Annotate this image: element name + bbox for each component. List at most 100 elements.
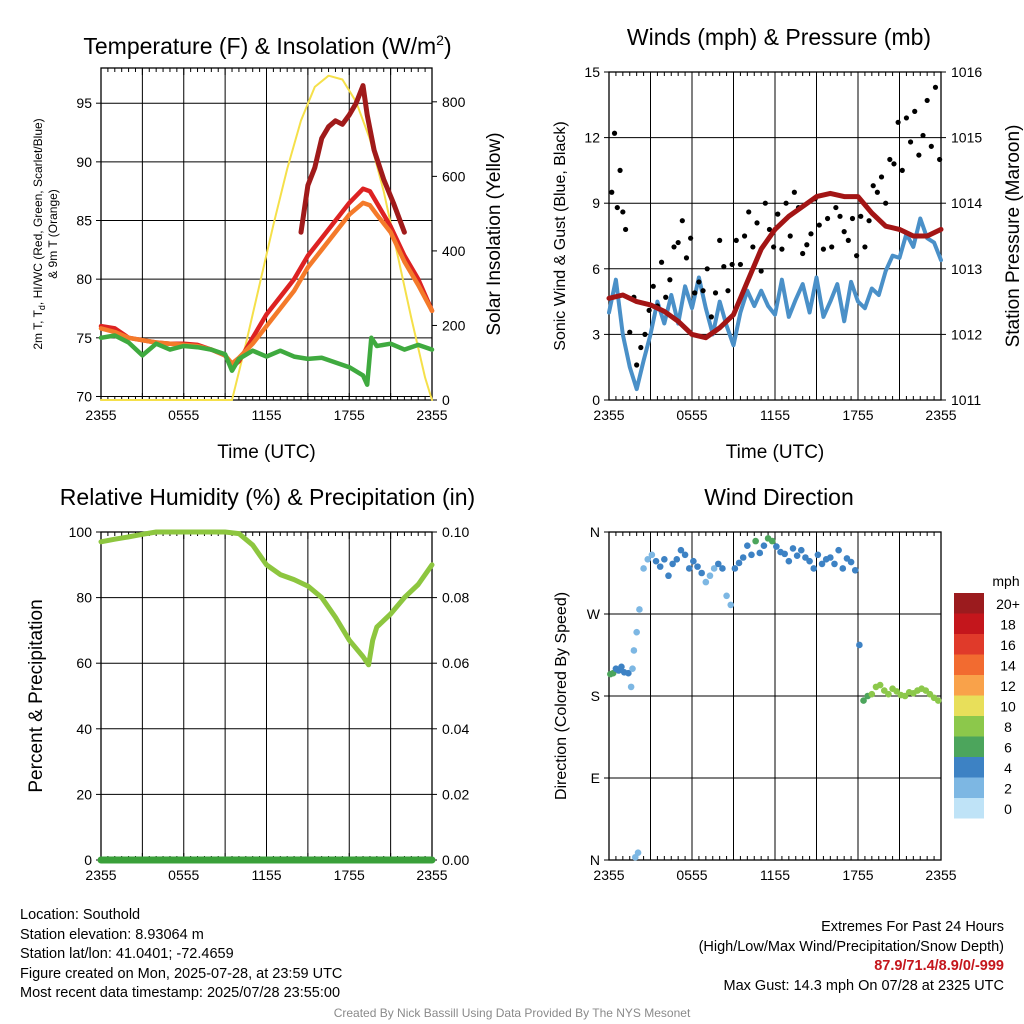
gust-point [617, 167, 623, 173]
x-tick-label: 2355 [416, 867, 447, 883]
gust-point [634, 362, 640, 368]
gust-point [708, 314, 714, 320]
legend-title: mph [992, 573, 1019, 589]
speed-legend [954, 593, 984, 819]
direction-point [640, 565, 647, 572]
gust-point [800, 250, 806, 257]
direction-point [627, 683, 635, 691]
gust-point [912, 108, 918, 114]
x-tick-label: 1155 [760, 867, 790, 883]
x-tick-label: 2355 [593, 407, 624, 423]
gust-point [746, 209, 752, 215]
y2-tick-label: 200 [442, 317, 466, 333]
gust-point [658, 259, 665, 265]
legend-label: 12 [1000, 678, 1016, 694]
legend-swatch [954, 613, 984, 634]
gust-point [883, 200, 889, 206]
y-tick-label: 12 [584, 130, 600, 146]
y-axis-label-humidity: Percent & Precipitation [26, 599, 47, 792]
direction-point [661, 556, 668, 563]
direction-point [785, 557, 793, 565]
gust-point [928, 143, 934, 149]
x-axis-label-temperature: Time (UTC) [217, 442, 316, 463]
y2-tick-label: 0.10 [442, 524, 469, 540]
direction-point [710, 565, 718, 572]
gust-point [833, 204, 839, 211]
gust-point [620, 209, 626, 215]
gust-point [704, 266, 710, 272]
y-tick-label: 85 [76, 213, 92, 229]
gust-point [924, 97, 930, 104]
gust-point [663, 294, 669, 300]
panel-title-temperature: Temperature (F) & Insolation (W/m2) [83, 32, 451, 59]
gust-point [717, 237, 723, 243]
direction-point [739, 554, 747, 561]
x-tick-label: 2355 [925, 867, 956, 883]
plot-frame [608, 71, 942, 401]
y-axis-label-winds: Sonic Wind & Gust (Blue, Black) [552, 121, 569, 350]
direction-point [681, 551, 689, 559]
direction-point [677, 546, 685, 554]
x-tick-label: 0555 [168, 407, 199, 423]
gust-point [887, 156, 893, 163]
direction-point [797, 546, 805, 554]
direction-point [719, 565, 726, 572]
direction-point [652, 557, 660, 565]
direction-point [648, 551, 656, 559]
legend-swatch [954, 736, 984, 757]
direction-point [629, 665, 636, 672]
direction-point [831, 560, 838, 568]
gust-point [891, 161, 897, 167]
x-tick-label: 2355 [593, 867, 624, 883]
credit-text: Created By Nick Bassill Using Data Provi… [333, 1006, 691, 1020]
direction-point [644, 556, 652, 563]
gust-point [862, 244, 868, 250]
direction-point [633, 628, 640, 636]
direction-point [731, 565, 739, 572]
gust-point [841, 229, 847, 235]
direction-point [702, 578, 710, 586]
gust-point [804, 242, 810, 248]
gust-point [750, 244, 756, 250]
y-tick-label: 20 [76, 786, 92, 802]
latlon-text: Station lat/lon: 41.0401; -72.4659 [20, 946, 234, 963]
x-tick-label: 0555 [168, 867, 199, 883]
x-tick-label: 1755 [334, 407, 365, 423]
gust-point [808, 231, 814, 237]
plot-frame [100, 67, 433, 401]
insolation-line [100, 74, 433, 401]
temperature-9m-line [98, 200, 435, 366]
y-tick-label: 0 [84, 852, 92, 868]
direction-point [625, 669, 632, 677]
y2-tick-label: 400 [442, 243, 466, 259]
gust-point [729, 261, 735, 268]
gust-point [845, 237, 851, 243]
x-tick-label: 0555 [676, 867, 707, 883]
y-axis-label-temperature-line2: & 9m T (Orange) [46, 189, 60, 279]
direction-point [690, 557, 697, 565]
x-tick-label: 2355 [925, 407, 956, 423]
y-tick-label: 40 [76, 721, 92, 737]
direction-point [814, 551, 822, 559]
legend-swatch [954, 777, 984, 798]
direction-point [698, 569, 705, 577]
y2-tick-label: 1014 [951, 195, 982, 211]
legend-label: 14 [1000, 658, 1016, 674]
x-tick-label: 1755 [842, 407, 873, 423]
direction-point [781, 550, 788, 558]
gust-point [858, 213, 864, 219]
direction-point [748, 551, 755, 559]
gust-point [611, 130, 618, 136]
y2-tick-label: 0.00 [442, 852, 469, 868]
y2-axis-label-winds: Station Pressure (Maroon) [1003, 125, 1024, 348]
gust-point [775, 211, 781, 217]
y2-tick-label: 1016 [951, 64, 982, 80]
y2-tick-label: 1011 [951, 392, 981, 408]
direction-point [860, 697, 867, 704]
x-tick-label: 1755 [842, 867, 873, 883]
dewpoint-line [98, 333, 435, 387]
gust-point [646, 307, 652, 313]
y-tick-label: 9 [592, 195, 600, 211]
humidity-line [98, 529, 435, 668]
legend-label: 0 [1004, 801, 1012, 817]
